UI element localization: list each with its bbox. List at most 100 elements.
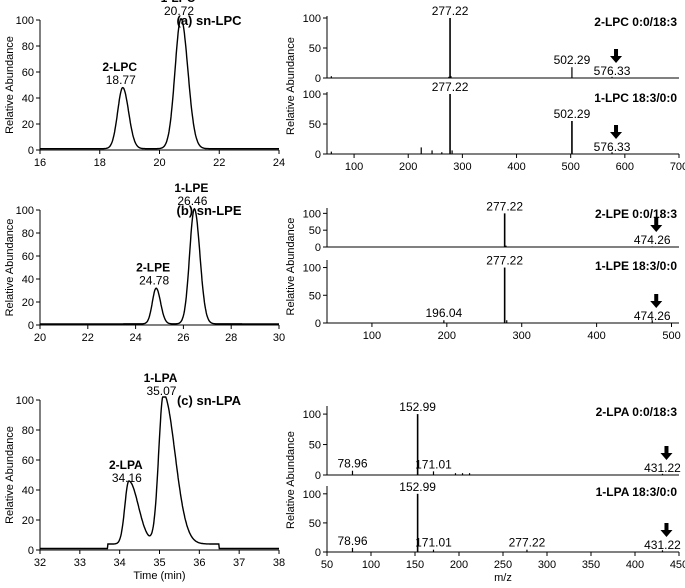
x-tick-label: 100 <box>345 161 363 173</box>
x-tick-label: 16 <box>34 157 46 169</box>
x-tick-label: 200 <box>438 330 456 342</box>
peak-name-label: 2-LPC <box>102 60 137 74</box>
y-tick-label: 20 <box>22 297 34 309</box>
x-tick-label: 35 <box>153 557 165 569</box>
y-tick-label: 60 <box>22 67 34 79</box>
y-tick-label: 50 <box>309 290 321 302</box>
down-arrow-icon <box>610 125 623 139</box>
x-tick-label: 350 <box>582 559 600 571</box>
peak-mz-label: 78.96 <box>337 457 367 471</box>
y-axis-label: Relative Abundance <box>285 37 297 135</box>
y-axis-label: Relative Abundance <box>4 36 16 134</box>
y-tick-label: 50 <box>309 119 321 131</box>
spectrum-name: 2-LPC 0:0/18:3 <box>594 15 677 29</box>
down-arrow-icon <box>650 218 663 232</box>
chart-title: (a) sn-LPC <box>177 13 243 28</box>
x-tick-label: 250 <box>494 559 512 571</box>
x-tick-label: 26 <box>177 332 189 344</box>
x-tick-label: 28 <box>225 332 237 344</box>
x-tick-label: 300 <box>513 330 531 342</box>
x-tick-label: 600 <box>616 161 634 173</box>
x-tick-label: 22 <box>82 332 94 344</box>
peak-mz-label: 502.29 <box>554 53 591 67</box>
peak-mz-label: 78.96 <box>337 534 367 548</box>
y-tick-label: 0 <box>28 145 34 157</box>
peak-mz-label: 576.33 <box>594 140 631 154</box>
y-tick-label: 100 <box>303 89 321 101</box>
y-axis-label: Relative Abundance <box>285 218 297 316</box>
chromatogram-trace <box>40 396 279 550</box>
x-tick-label: 450 <box>670 559 685 571</box>
peak-name-label: 2-LPA <box>109 458 143 472</box>
peak-mz-label: 431.22 <box>644 461 681 475</box>
x-tick-label: 22 <box>213 157 225 169</box>
x-tick-label: 36 <box>193 557 205 569</box>
y-tick-label: 50 <box>309 43 321 55</box>
chromatogram-trace <box>40 207 279 325</box>
peak-name-label: 1-LPA <box>144 371 178 385</box>
y-tick-label: 80 <box>22 228 34 240</box>
y-tick-label: 0 <box>28 545 34 557</box>
peak-name-label: 1-LPE <box>174 181 208 195</box>
x-axis-label: Time (min) <box>133 570 185 582</box>
x-tick-label: 37 <box>233 557 245 569</box>
x-tick-label: 34 <box>114 557 126 569</box>
y-tick-label: 0 <box>315 149 321 161</box>
down-arrow-icon <box>660 446 673 460</box>
x-tick-label: 400 <box>587 330 605 342</box>
peak-rt-label: 20.72 <box>164 4 194 18</box>
y-tick-label: 0 <box>28 320 34 332</box>
y-tick-label: 60 <box>22 251 34 263</box>
y-axis-label: Relative Abundance <box>4 426 16 524</box>
x-tick-label: 100 <box>362 559 380 571</box>
peak-rt-label: 34.16 <box>112 471 142 485</box>
peak-mz-label: 152.99 <box>399 480 436 494</box>
chart-title: (c) sn-LPA <box>177 393 242 408</box>
chromatogram-trace <box>40 17 279 150</box>
y-tick-label: 20 <box>22 119 34 131</box>
y-tick-label: 50 <box>309 225 321 237</box>
x-tick-label: 200 <box>450 559 468 571</box>
down-arrow-icon <box>660 523 673 537</box>
x-tick-label: 20 <box>153 157 165 169</box>
x-tick-label: 33 <box>74 557 86 569</box>
x-tick-label: 24 <box>273 157 285 169</box>
peak-mz-label: 431.22 <box>644 538 681 552</box>
y-tick-label: 100 <box>303 489 321 501</box>
y-tick-label: 20 <box>22 515 34 527</box>
y-tick-label: 80 <box>22 425 34 437</box>
x-tick-label: 400 <box>626 559 644 571</box>
y-tick-label: 40 <box>22 274 34 286</box>
y-tick-label: 80 <box>22 41 34 53</box>
x-tick-label: 38 <box>273 557 285 569</box>
x-tick-label: 400 <box>507 161 525 173</box>
peak-mz-label: 277.22 <box>432 80 469 94</box>
y-axis-label: Relative Abundance <box>285 431 297 529</box>
x-tick-label: 700 <box>670 161 685 173</box>
y-tick-label: 100 <box>303 263 321 275</box>
x-tick-label: 24 <box>129 332 141 344</box>
peak-mz-label: 171.01 <box>415 457 452 471</box>
spectrum-name: 1-LPA 18:3/0:0 <box>596 485 678 499</box>
x-tick-label: 20 <box>34 332 46 344</box>
peak-mz-label: 196.04 <box>426 306 463 320</box>
x-tick-label: 18 <box>94 157 106 169</box>
y-tick-label: 0 <box>315 242 321 254</box>
peak-rt-label: 35.07 <box>146 384 176 398</box>
x-tick-label: 200 <box>399 161 417 173</box>
peak-rt-label: 24.78 <box>139 273 169 287</box>
peak-rt-label: 18.77 <box>106 73 136 87</box>
x-tick-label: 500 <box>662 330 680 342</box>
x-tick-label: 300 <box>538 559 556 571</box>
y-tick-label: 50 <box>309 518 321 530</box>
y-tick-label: 100 <box>16 205 34 217</box>
peak-mz-label: 277.22 <box>486 199 523 213</box>
y-tick-label: 0 <box>315 73 321 85</box>
spectrum-name: 2-LPA 0:0/18:3 <box>596 405 678 419</box>
peak-mz-label: 502.29 <box>554 107 591 121</box>
x-tick-label: 300 <box>453 161 471 173</box>
spectrum-name: 2-LPE 0:0/18:3 <box>595 207 677 221</box>
y-tick-label: 0 <box>315 470 321 482</box>
y-tick-label: 100 <box>303 13 321 25</box>
